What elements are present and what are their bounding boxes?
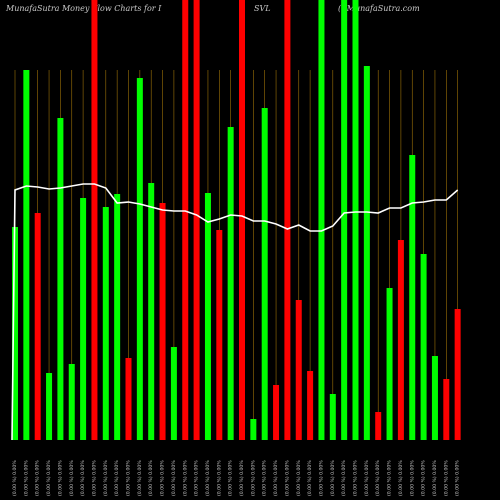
bar [363, 66, 370, 440]
x-tick-label: (0.00 %) 0.00% [205, 460, 211, 496]
bar [182, 0, 189, 440]
bar [386, 288, 393, 440]
bar [57, 118, 64, 440]
x-tick-label: (0.00 %) 0.00% [375, 460, 381, 496]
x-tick-label: (0.00 %) 0.00% [421, 460, 427, 496]
bar [159, 203, 166, 440]
bar [273, 385, 280, 440]
bar [329, 394, 336, 440]
bar [375, 412, 382, 440]
bar [295, 300, 302, 440]
x-tick-label: (0.00 %) 0.00% [23, 460, 29, 496]
line-layer [11, 183, 459, 441]
bar-layer [12, 0, 461, 440]
x-tick-label: (0.00 %) 0.00% [171, 460, 177, 496]
bar [12, 227, 18, 440]
bar [420, 254, 427, 440]
x-tick-label: (0.00 %) 0.00% [12, 460, 18, 496]
bar [80, 198, 87, 440]
bar [239, 0, 245, 440]
bar [454, 309, 461, 440]
chart-header-left: MunafaSutra Money Flow Charts for I [6, 4, 162, 13]
x-tick-label: (0.00 %) 0.00% [103, 460, 109, 496]
x-tick-label: (0.00 %) 0.00% [432, 460, 438, 496]
x-tick-label: (0.00 %) 0.00% [57, 460, 63, 496]
bar [409, 155, 416, 440]
x-tick-label: (0.00 %) 0.00% [353, 460, 359, 496]
x-tick-label: (0.00 %) 0.00% [341, 460, 347, 496]
bar [46, 373, 53, 440]
bar [341, 0, 348, 440]
bar [227, 127, 234, 440]
x-label-layer: (0.00 %) 0.00% (0.00 %) 0.00% (0.00 %) 0.0… [12, 460, 461, 496]
bar [91, 0, 98, 440]
x-tick-label: (0.00 %) 0.00% [194, 460, 200, 496]
x-tick-label: (0.00 %) 0.00% [46, 460, 52, 496]
bar [250, 419, 257, 440]
x-tick-label: (0.00 %) 0.00% [228, 460, 234, 496]
bar [148, 183, 155, 440]
x-tick-label: (0.00 %) 0.00% [137, 460, 143, 496]
bar [193, 0, 200, 440]
bar [102, 207, 109, 440]
x-tick-label: (0.00 %) 0.00% [318, 460, 324, 496]
bar [125, 358, 132, 440]
x-tick-label: (0.00 %) 0.00% [364, 460, 370, 496]
x-tick-label: (0.00 %) 0.00% [80, 460, 86, 496]
bar [170, 347, 177, 440]
x-tick-label: (0.00 %) 0.00% [69, 460, 75, 496]
bar [261, 108, 268, 440]
bar [443, 379, 450, 440]
x-tick-label: (0.00 %) 0.00% [284, 460, 290, 496]
x-tick-label: (0.00 %) 0.00% [273, 460, 279, 496]
money-flow-line [11, 183, 459, 441]
x-tick-label: (0.00 %) 0.00% [114, 460, 120, 496]
bar [352, 0, 359, 440]
chart-header-symbol: SVL [254, 4, 271, 13]
x-tick-label: (0.00 %) 0.00% [126, 460, 132, 496]
bar [284, 0, 291, 440]
x-tick-label: (0.00 %) 0.00% [91, 460, 97, 496]
bar [318, 0, 325, 440]
bar [68, 364, 75, 440]
x-tick-label: (0.00 %) 0.00% [443, 460, 449, 496]
x-tick-label: (0.00 %) 0.00% [387, 460, 393, 496]
x-tick-label: (0.00 %) 0.00% [398, 460, 404, 496]
x-tick-label: (0.00 %) 0.00% [160, 460, 166, 496]
bar [216, 230, 223, 440]
x-tick-label: (0.00 %) 0.00% [250, 460, 256, 496]
x-tick-label: (0.00 %) 0.00% [262, 460, 268, 496]
x-tick-label: (0.00 %) 0.00% [182, 460, 188, 496]
bar [397, 240, 404, 440]
bar [307, 371, 314, 440]
bar [114, 194, 121, 440]
bar [136, 78, 143, 440]
bar [34, 213, 41, 440]
x-tick-label: (0.00 %) 0.00% [307, 460, 313, 496]
x-tick-label: (0.00 %) 0.00% [296, 460, 302, 496]
x-tick-label: (0.00 %) 0.00% [35, 460, 41, 496]
chart-header-site: (( MunafaSutra.com [338, 4, 420, 13]
x-tick-label: (0.00 %) 0.00% [239, 460, 245, 496]
x-tick-label: (0.00 %) 0.00% [216, 460, 222, 496]
x-tick-label: (0.00 %) 0.00% [330, 460, 336, 496]
x-tick-label: (0.00 %) 0.00% [455, 460, 461, 496]
bar [204, 193, 211, 440]
x-tick-label: (0.00 %) 0.00% [409, 460, 415, 496]
bar [431, 356, 438, 440]
bar [23, 70, 30, 440]
x-tick-label: (0.00 %) 0.00% [148, 460, 154, 496]
